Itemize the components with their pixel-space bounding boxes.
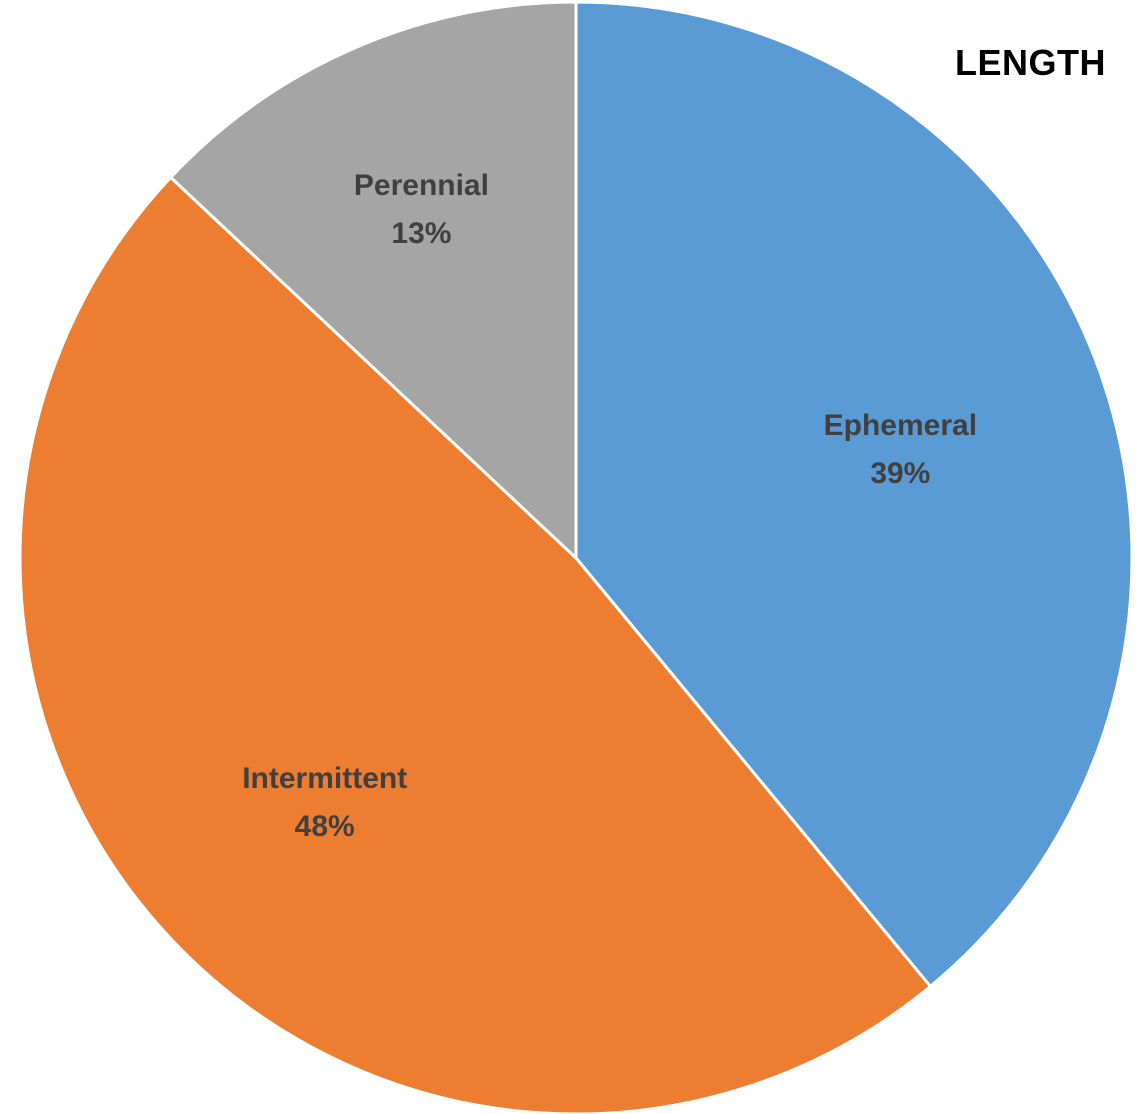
pie-slices <box>18 0 1134 1114</box>
slice-value-ephemeral: 39% <box>870 457 930 490</box>
chart-title: LENGTH <box>955 42 1106 83</box>
pie-labels: Ephemeral 39% Intermittent 48% Perennial 13% <box>242 169 977 843</box>
slice-label-ephemeral: Ephemeral <box>824 409 977 442</box>
slice-label-perennial: Perennial <box>354 169 489 202</box>
slice-label-intermittent: Intermittent <box>242 762 407 795</box>
slice-value-intermittent: 48% <box>295 810 355 843</box>
pie-slice-intermittent <box>18 175 932 1114</box>
pie-slice-ephemeral <box>574 0 1134 988</box>
slice-value-perennial: 13% <box>391 217 451 250</box>
pie-slice-perennial <box>169 0 578 560</box>
